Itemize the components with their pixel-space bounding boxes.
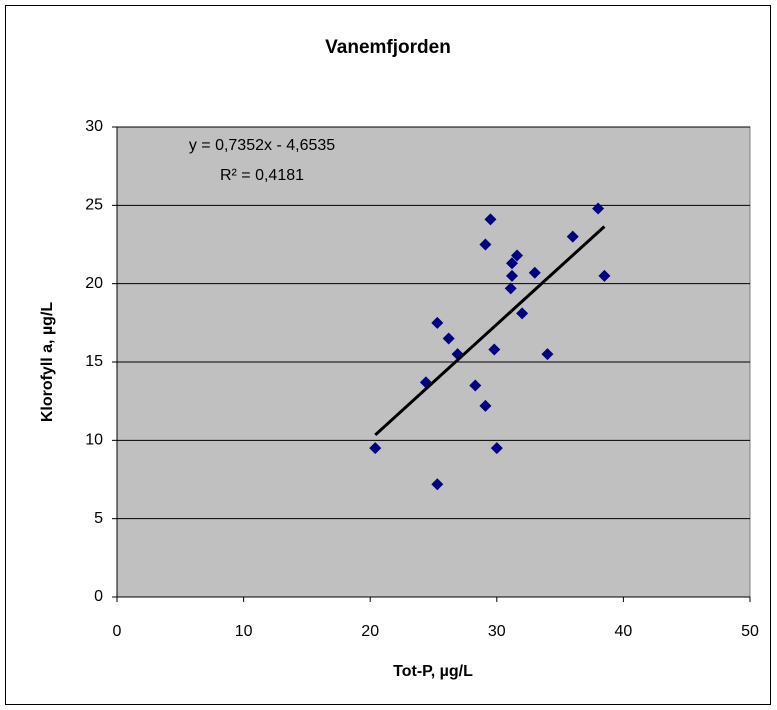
data-point xyxy=(369,442,382,455)
data-point xyxy=(479,238,492,251)
y-tick-label: 10 xyxy=(85,432,103,449)
data-point xyxy=(469,379,482,392)
y-axis-label: Klorofyll a, µg/L xyxy=(39,302,56,423)
data-point xyxy=(484,213,497,226)
y-tick-label: 20 xyxy=(85,275,103,292)
data-point xyxy=(431,316,444,329)
data-point xyxy=(505,257,518,270)
data-point xyxy=(598,269,611,282)
data-point xyxy=(541,348,554,361)
x-tick-label: 50 xyxy=(741,623,759,640)
x-tick-label: 10 xyxy=(235,623,253,640)
trendline-equation: y = 0,7352x - 4,6535 xyxy=(189,137,335,154)
y-tick-label: 15 xyxy=(85,353,103,370)
data-point xyxy=(505,269,518,282)
data-point xyxy=(488,343,501,356)
data-point xyxy=(566,230,579,243)
trendline xyxy=(374,225,606,437)
y-tick-label: 5 xyxy=(94,510,103,527)
data-point xyxy=(504,282,517,295)
trendline-r2: R² = 0,4181 xyxy=(220,167,304,184)
data-point xyxy=(511,249,524,262)
y-tick-label: 25 xyxy=(85,197,103,214)
data-point xyxy=(479,399,492,412)
chart-title: Vanemfjorden xyxy=(325,37,451,58)
data-point xyxy=(516,307,529,320)
data-point xyxy=(490,442,503,455)
x-axis-label: Tot-P, µg/L xyxy=(393,663,473,680)
x-tick-label: 30 xyxy=(488,623,506,640)
y-tick-label: 30 xyxy=(85,118,103,135)
data-point xyxy=(592,202,605,215)
data-point xyxy=(442,332,455,345)
x-tick-label: 20 xyxy=(361,623,379,640)
x-tick-label: 40 xyxy=(615,623,633,640)
data-point xyxy=(431,478,444,491)
data-point xyxy=(528,266,541,279)
y-tick-label: 0 xyxy=(94,588,103,605)
x-tick-label: 0 xyxy=(113,623,122,640)
